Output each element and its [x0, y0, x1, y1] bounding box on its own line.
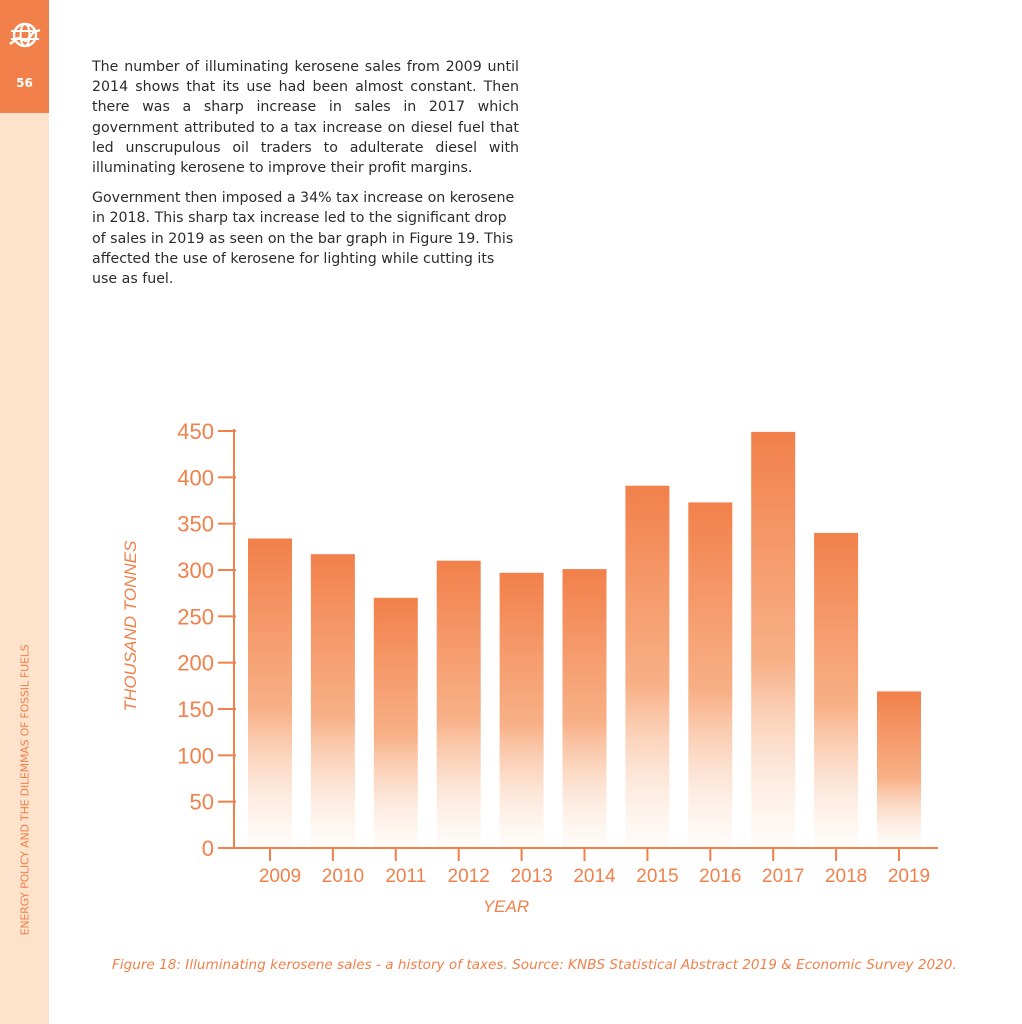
y-tick-label: 250: [177, 604, 214, 629]
globe-icon: [9, 22, 41, 48]
x-tick-label-2011: 2011: [385, 866, 426, 887]
x-tick-label-2009: 2009: [259, 866, 301, 887]
x-axis-label: YEAR: [483, 897, 529, 916]
y-tick-label: 350: [177, 512, 214, 537]
bar-2018: [814, 532, 859, 848]
y-tick-label: 50: [190, 790, 214, 815]
x-tick-label-2016: 2016: [699, 866, 741, 887]
y-tick-label: 300: [177, 558, 214, 583]
x-tick-label-2017: 2017: [762, 866, 804, 887]
y-tick-label: 0: [202, 836, 214, 861]
x-tick-label-2013: 2013: [510, 866, 552, 887]
paragraph-1: The number of illuminating kerosene sale…: [92, 59, 519, 177]
x-tick-label-2015: 2015: [636, 866, 678, 887]
bar-2010: [310, 554, 355, 848]
y-tick-label: 200: [177, 651, 214, 676]
y-tick-label: 400: [177, 465, 214, 490]
x-tick-label-2014: 2014: [573, 866, 616, 887]
y-tick-label: 100: [177, 743, 214, 768]
bar-2011: [373, 597, 418, 848]
side-strip: [0, 0, 49, 1024]
y-axis-label: THOUSAND TONNES: [121, 540, 140, 711]
x-tick-label-2010: 2010: [322, 866, 364, 887]
x-tick-label-2018: 2018: [825, 866, 867, 887]
bar-2012: [436, 560, 481, 848]
figure-caption: Figure 18: Illuminating kerosene sales -…: [112, 957, 957, 973]
bar-2019: [877, 691, 921, 848]
body-text: The number of illuminating kerosene sale…: [92, 57, 519, 299]
bar-2009: [248, 538, 292, 848]
y-tick-label: 150: [177, 697, 214, 722]
bar-2014: [562, 569, 607, 848]
x-tick-label-2012: 2012: [448, 866, 490, 887]
paragraph-2: Government then imposed a 34% tax increa…: [92, 190, 515, 288]
page-tab: 56: [0, 0, 49, 113]
page-number: 56: [16, 76, 33, 90]
bar-2015: [625, 485, 670, 848]
bar-2016: [688, 502, 733, 848]
bar-2013: [499, 572, 544, 848]
y-tick-label: 450: [177, 419, 214, 444]
bar-2017: [751, 431, 796, 848]
x-tick-label-2019: 2019: [888, 866, 930, 887]
